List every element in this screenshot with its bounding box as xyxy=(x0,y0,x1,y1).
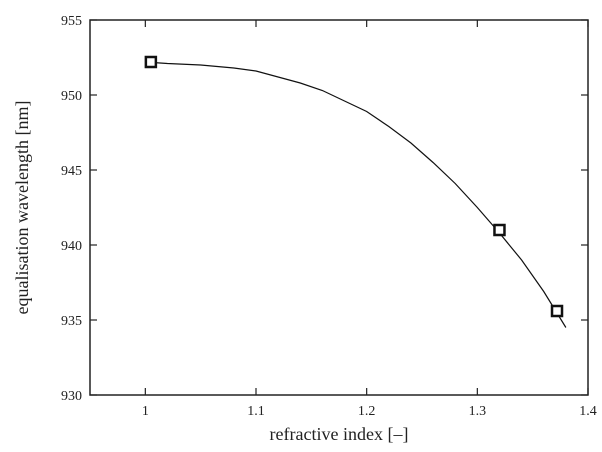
y-tick-label: 930 xyxy=(61,389,82,404)
data-point-marker xyxy=(550,304,564,318)
series-layer xyxy=(144,55,567,328)
tick-marks xyxy=(90,19,589,396)
y-tick-label: 940 xyxy=(61,239,82,254)
tick-labels: 1 1.1 1.2 1.3 1.4 930 935 940 945 950 955 xyxy=(61,14,597,419)
plot-area-frame xyxy=(89,19,589,396)
y-tick-label: 935 xyxy=(61,314,82,329)
x-tick-label: 1.1 xyxy=(247,404,265,419)
x-tick-label: 1 xyxy=(142,404,149,419)
data-point-marker xyxy=(144,55,158,69)
y-tick-label: 945 xyxy=(61,164,82,179)
y-axis-title: equalisation wavelength [nm] xyxy=(12,101,32,315)
x-tick-label: 1.2 xyxy=(358,404,376,419)
fit-curve-line xyxy=(145,61,567,328)
x-tick-label: 1.3 xyxy=(469,404,487,419)
x-tick-label: 1.4 xyxy=(579,404,597,419)
x-axis-title: refractive index [–] xyxy=(270,424,409,444)
y-tick-label: 955 xyxy=(61,14,82,29)
y-tick-label: 950 xyxy=(61,89,82,104)
data-point-marker xyxy=(493,223,506,237)
